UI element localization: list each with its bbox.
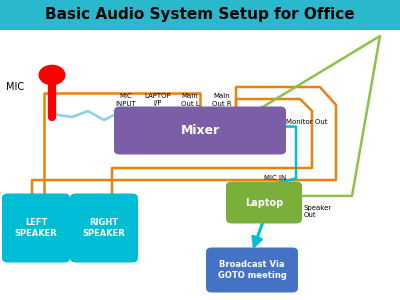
Text: Monitor Out: Monitor Out: [286, 118, 328, 124]
Text: MIC: MIC: [6, 82, 24, 92]
FancyBboxPatch shape: [226, 182, 302, 224]
Text: RIGHT
SPEAKER: RIGHT SPEAKER: [83, 218, 125, 238]
Text: Speaker
Out: Speaker Out: [304, 205, 332, 218]
Text: LAPTOP
I/P: LAPTOP I/P: [145, 94, 171, 106]
Text: Mixer: Mixer: [180, 124, 220, 137]
Text: Main
Out L: Main Out L: [181, 94, 199, 106]
FancyBboxPatch shape: [70, 194, 138, 262]
Text: MIC
INPUT: MIC INPUT: [116, 94, 136, 106]
Text: Broadcast Via
GOTO meeting: Broadcast Via GOTO meeting: [218, 260, 286, 280]
Circle shape: [39, 65, 65, 85]
Text: Basic Audio System Setup for Office: Basic Audio System Setup for Office: [45, 8, 355, 22]
Text: LEFT
SPEAKER: LEFT SPEAKER: [15, 218, 57, 238]
Text: MIC IN: MIC IN: [264, 176, 286, 182]
FancyBboxPatch shape: [0, 0, 400, 30]
Text: Main
Out R: Main Out R: [212, 94, 232, 106]
Text: Laptop: Laptop: [245, 197, 283, 208]
FancyBboxPatch shape: [206, 248, 298, 292]
FancyBboxPatch shape: [2, 194, 70, 262]
FancyBboxPatch shape: [114, 106, 286, 154]
